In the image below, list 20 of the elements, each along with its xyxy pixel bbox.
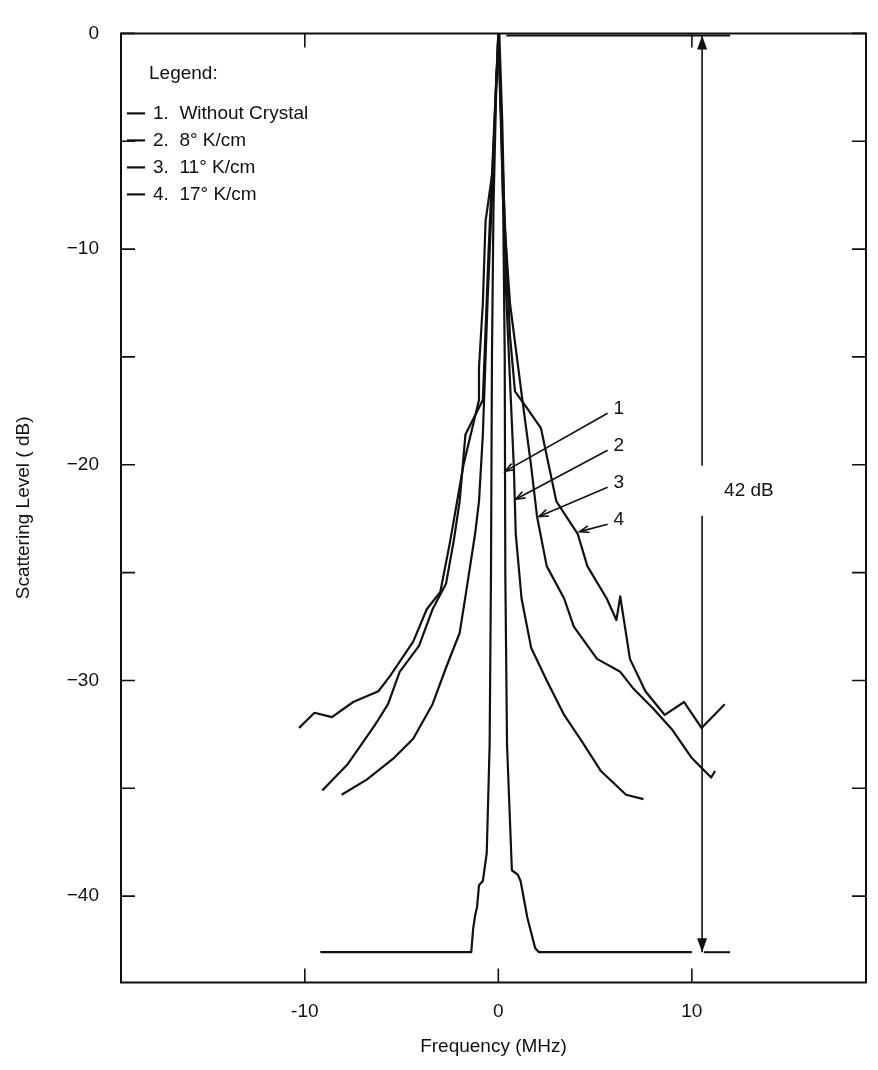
annotation: 2 xyxy=(613,434,625,456)
legend-title: Legend: xyxy=(149,61,218,83)
annotation: 3 xyxy=(613,471,625,493)
annotation: 1 xyxy=(613,397,625,419)
annotation: 4 xyxy=(613,508,625,530)
y-axis-title: Scattering Level ( dB) xyxy=(11,416,33,600)
y-tick-label: −40 xyxy=(66,884,99,906)
y-tick-label: 0 xyxy=(88,21,99,43)
y-tick-label: −20 xyxy=(66,453,99,474)
y-tick-label: −30 xyxy=(66,668,99,690)
legend-label: 1. Without Crystal xyxy=(153,101,309,123)
x-tick-label: 0 xyxy=(493,1000,504,1022)
annotation: 42 dB xyxy=(724,478,774,500)
legend-label: 4. 17° K/cm xyxy=(153,182,257,204)
legend-label: 3. 11° K/cm xyxy=(153,155,256,177)
y-tick-label: −10 xyxy=(66,237,99,259)
x-tick-label: -10 xyxy=(291,1000,319,1022)
x-tick-label: 10 xyxy=(681,1000,703,1022)
legend-label: 2. 8° K/cm xyxy=(153,128,247,150)
x-axis-title: Frequency (MHz) xyxy=(420,1034,567,1056)
